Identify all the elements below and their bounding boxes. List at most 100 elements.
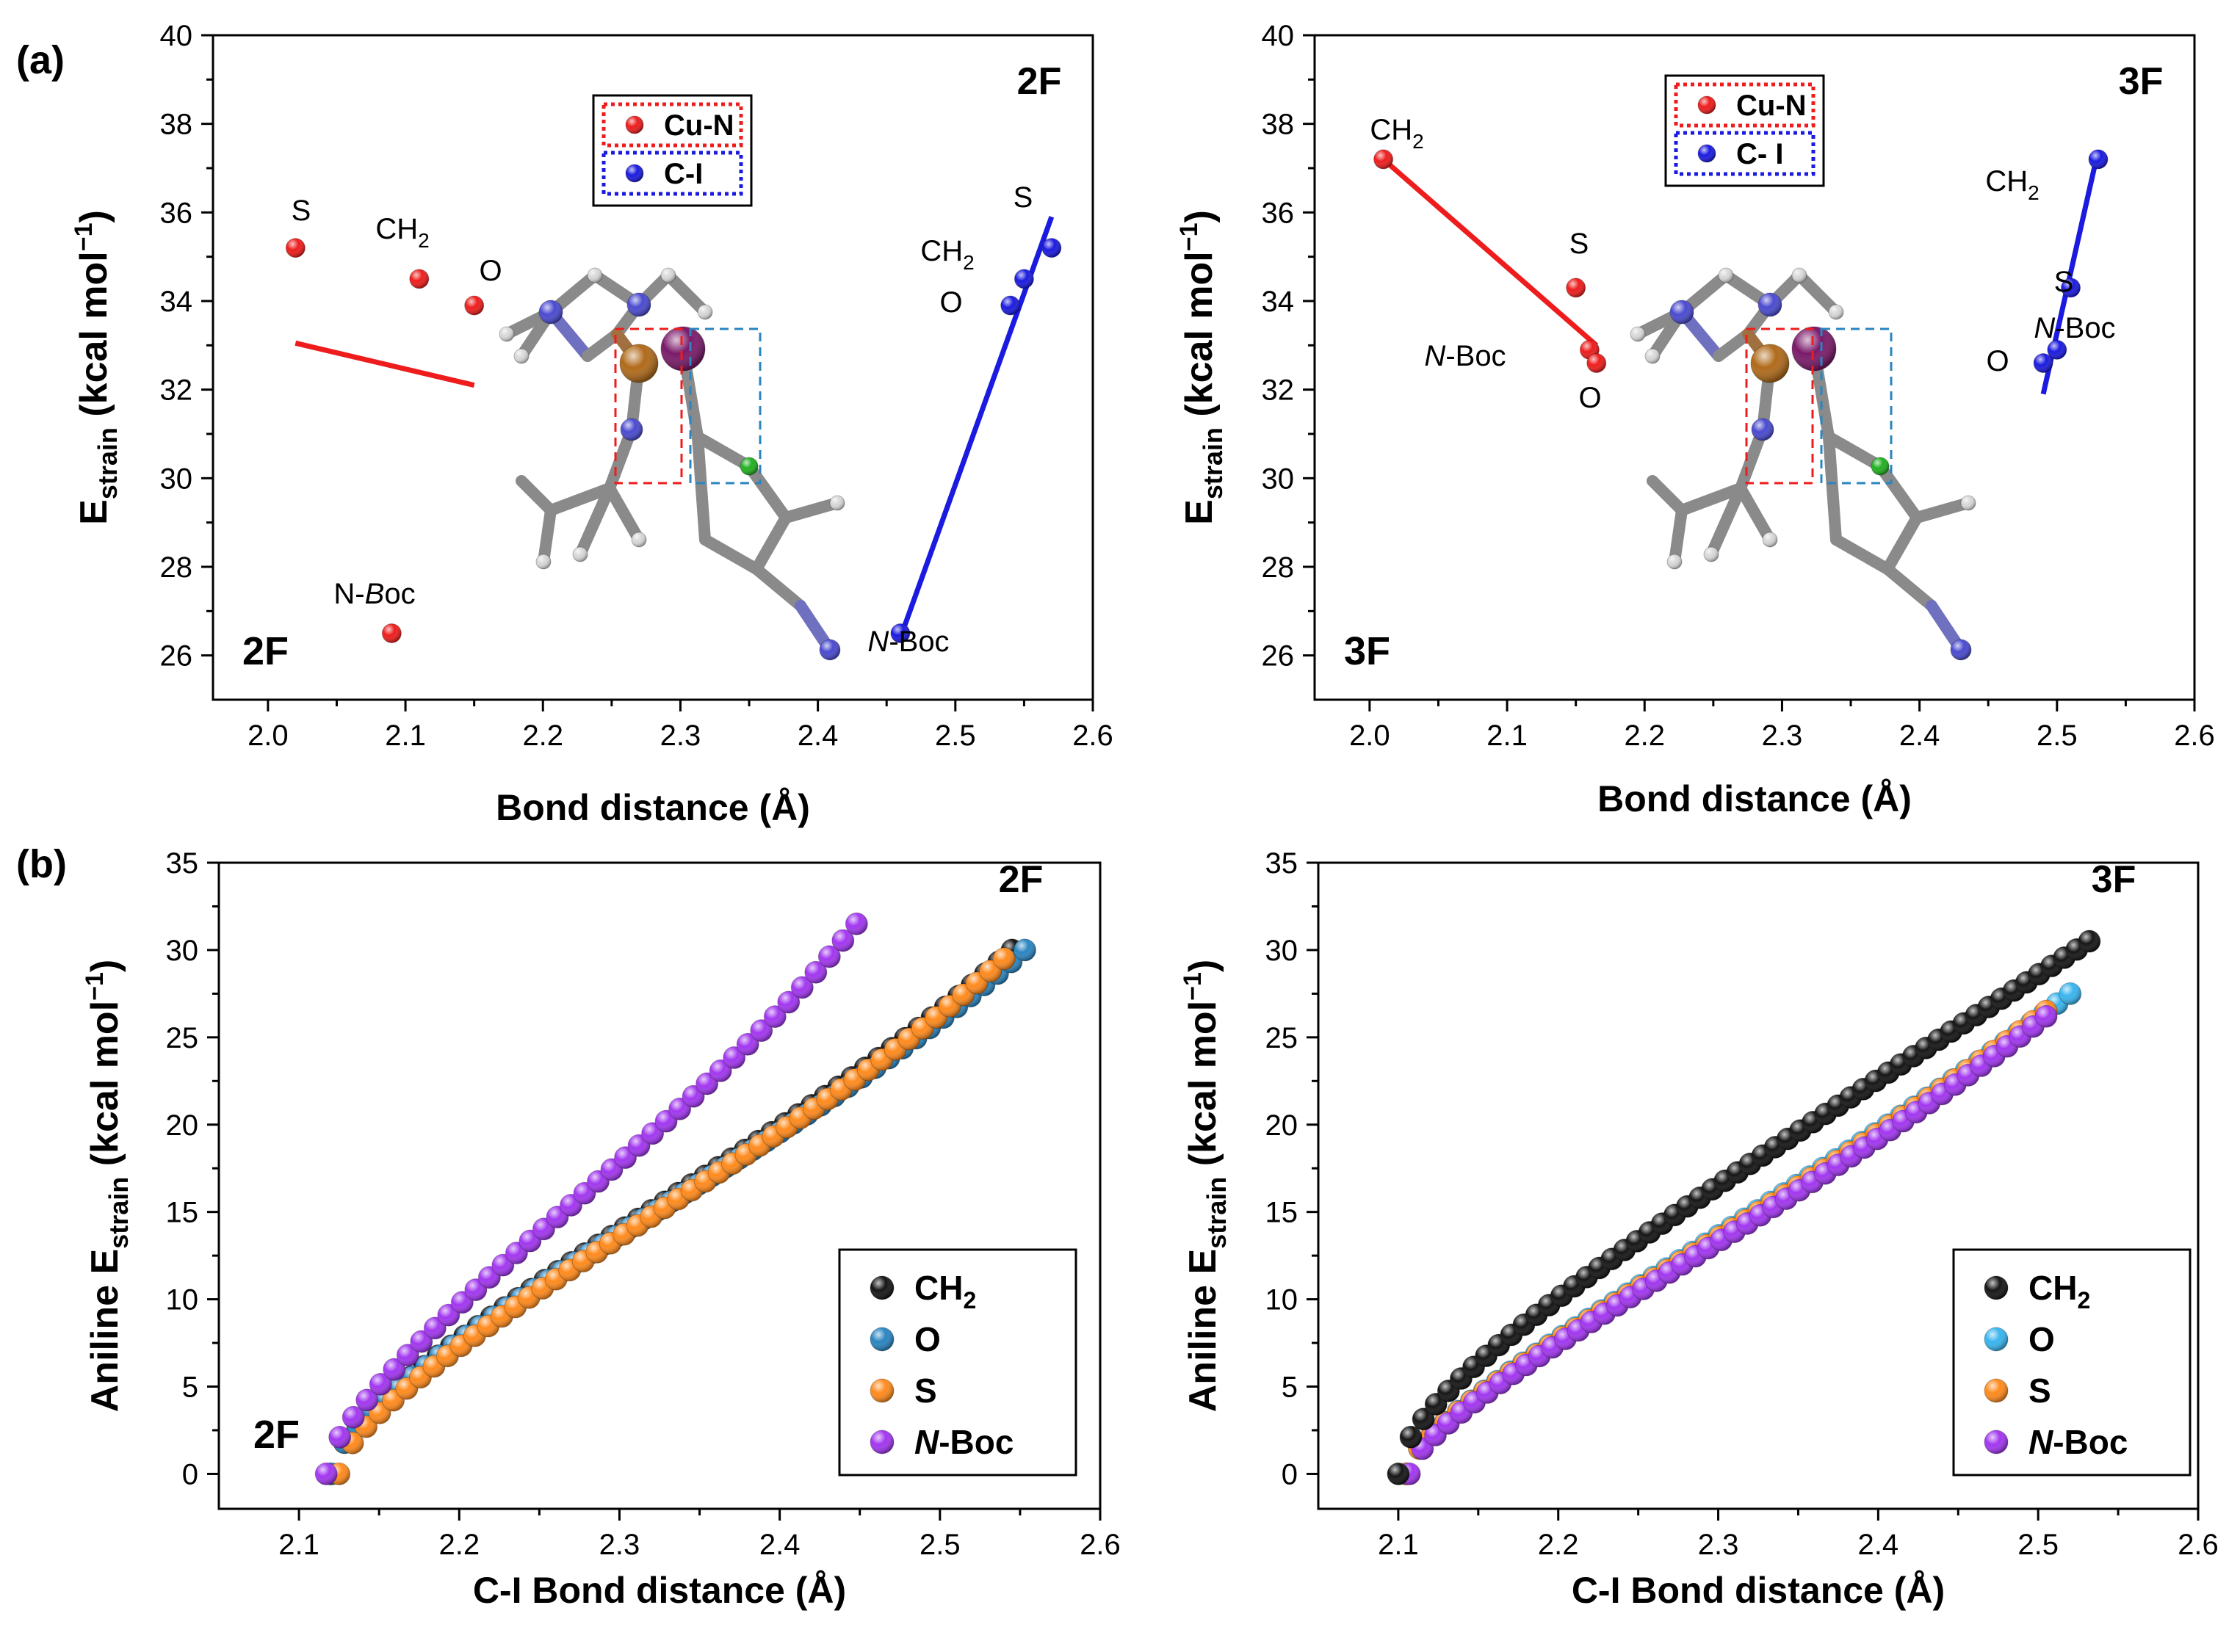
y-tick-label: 34 — [160, 286, 193, 318]
molecule-bond — [743, 460, 792, 524]
y-axis-title: Aniline Estrain (kcal mol−1) — [1179, 960, 1232, 1413]
legend-dotted-box — [1674, 82, 1816, 128]
corner-label: 2F — [253, 1413, 300, 1457]
y-tick-label: 15 — [1265, 1197, 1298, 1229]
hydrogen-atom — [1666, 554, 1683, 570]
molecule-bond — [1882, 563, 1937, 612]
y-tick-label: 25 — [1265, 1022, 1298, 1054]
x-tick-label: 2.1 — [1486, 720, 1528, 752]
y-axis-title: Aniline Estrain (kcal mol−1) — [81, 960, 134, 1413]
nitrogen-atom — [1950, 639, 1972, 661]
hydrogen-atom — [1960, 495, 1976, 511]
x-tick-label: 2.3 — [599, 1529, 640, 1561]
chart-a-2F: 2.0 2.1 2.2 2.3 2.4 2.5 2.6 26 28 30 32 34 36 38 40 Bon… — [70, 20, 1113, 828]
curve-point-nboc — [750, 1019, 773, 1043]
legend-marker — [1697, 144, 1716, 163]
molecule-bond — [1713, 328, 1754, 362]
x-tick-label: 2.2 — [438, 1529, 480, 1561]
curve-point-nboc — [355, 1388, 379, 1412]
data-label: O — [1578, 382, 1601, 414]
data-label: N-Boc — [2034, 312, 2115, 344]
legend-marker — [625, 164, 644, 183]
curve-point-o — [2059, 982, 2082, 1005]
curve-point-nboc — [736, 1032, 759, 1056]
curve-point-nboc — [383, 1358, 406, 1381]
hydrogen-atom — [1791, 267, 1807, 283]
data-label: CH2 — [1985, 165, 2039, 204]
molecule-bond — [692, 431, 755, 472]
curve-point-s — [992, 947, 1016, 971]
molecule-bond — [1705, 482, 1746, 560]
y-tick-label: 15 — [166, 1197, 199, 1229]
molecule-bond — [545, 482, 615, 516]
molecule-bond — [1882, 512, 1923, 575]
chart-title: 3F — [2092, 858, 2136, 901]
y-tick-label: 30 — [166, 935, 199, 967]
curve-point-nboc — [790, 976, 814, 999]
legend-marker — [625, 115, 644, 134]
y-tick-label: 26 — [1262, 640, 1295, 673]
y-tick-label: 26 — [160, 640, 193, 673]
legend-dotted-box — [1674, 131, 1816, 176]
curve-point-nboc — [804, 960, 828, 984]
corner-label: 3F — [1344, 629, 1390, 673]
cu-n-highlight-box — [614, 327, 683, 485]
copper-atom — [1750, 344, 1790, 383]
molecule-bond — [1793, 269, 1842, 318]
molecule-bond — [1830, 534, 1893, 575]
y-axis-title: Estrain (kcal mol−1) — [1175, 210, 1228, 525]
x-axis-title: Bond distance (Å) — [496, 787, 810, 828]
curve-point-o — [1013, 938, 1036, 962]
copper-atom — [619, 344, 659, 383]
data-point-c-i — [1041, 238, 1062, 258]
y-tick-label: 5 — [182, 1372, 198, 1404]
data-point-cu-n — [409, 269, 430, 289]
curve-point-nboc — [423, 1316, 447, 1340]
x-axis-title: C-I Bond distance (Å) — [473, 1570, 846, 1611]
y-tick-label: 36 — [1262, 197, 1295, 229]
panel-label-b: (b) — [16, 842, 67, 886]
curve-point-nboc — [831, 929, 855, 952]
molecule-bond — [1874, 460, 1923, 524]
x-tick-label: 2.4 — [1899, 720, 1940, 752]
hydrogen-atom — [631, 532, 647, 548]
hydrogen-atom — [660, 267, 676, 283]
x-tick-label: 2.5 — [935, 720, 976, 752]
hydrogen-atom — [535, 554, 552, 570]
x-tick-label: 2.5 — [920, 1529, 961, 1561]
x-tick-label: 2.4 — [798, 720, 839, 752]
x-tick-label: 2.5 — [2037, 720, 2078, 752]
legend: Cu-N C- I — [1664, 74, 1825, 187]
molecule-bond — [751, 563, 806, 612]
data-label: S — [292, 195, 311, 227]
chart-title: 3F — [2119, 60, 2164, 103]
corner-label: 2F — [242, 629, 289, 673]
curve-point-nboc — [396, 1344, 419, 1367]
fluorine-atom — [740, 457, 759, 476]
data-label: O — [479, 255, 502, 287]
molecule-bond — [1823, 431, 1886, 472]
x-tick-label: 2.3 — [1698, 1529, 1739, 1561]
y-tick-label: 40 — [160, 20, 193, 52]
y-tick-label: 35 — [166, 847, 199, 880]
chart-title: 2F — [1017, 60, 1062, 103]
curve-point-nboc — [314, 1462, 338, 1485]
legend-label: S — [914, 1372, 937, 1410]
chart-title: 2F — [999, 858, 1044, 901]
x-tick-label: 2.6 — [2178, 1529, 2219, 1561]
curve-point-nboc — [2034, 1004, 2058, 1028]
legend-marker — [870, 1327, 895, 1352]
curve-point-nboc — [723, 1046, 746, 1070]
molecule-bond — [662, 269, 711, 318]
y-tick-label: 30 — [1265, 935, 1298, 967]
molecule-bond — [699, 534, 762, 575]
y-tick-label: 32 — [160, 374, 193, 407]
data-label: O — [939, 286, 962, 319]
y-tick-label: 34 — [1262, 286, 1295, 318]
x-tick-label: 2.3 — [1762, 720, 1803, 752]
x-tick-label: 2.6 — [1080, 1529, 1121, 1561]
molecule-bond — [1823, 431, 1842, 546]
legend-label: N-Boc — [914, 1423, 1014, 1461]
hydrogen-atom — [499, 326, 515, 342]
y-tick-label: 35 — [1265, 847, 1298, 880]
